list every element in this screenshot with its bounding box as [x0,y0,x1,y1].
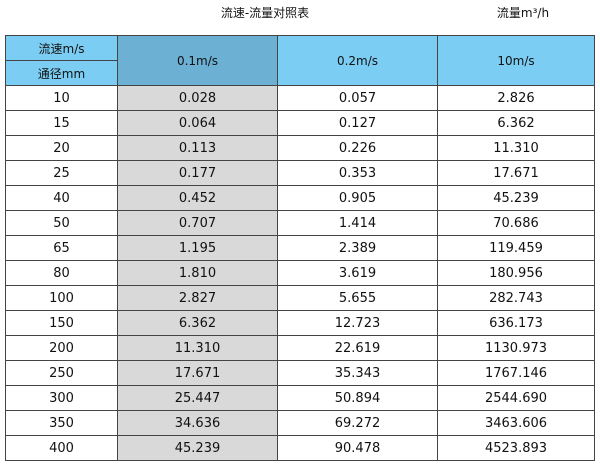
flow-cell: 119.459 [437,235,595,261]
flow-cell: 35.343 [277,360,438,386]
diameter-cell: 10 [5,85,118,111]
flow-cell: 1.195 [117,235,278,261]
flow-cell: 69.272 [277,410,438,436]
flow-cell: 1767.146 [437,360,595,386]
flow-cell: 3.619 [277,260,438,286]
column-header[interactable]: 0.2m/s [277,35,438,86]
flow-cell: 2544.690 [437,385,595,411]
diameter-header: 通径mm [5,60,118,86]
table-row: 15 0.064 0.127 6.362 [5,110,595,136]
table-row: 25 0.177 0.353 17.671 [5,160,595,186]
flow-cell: 0.127 [277,110,438,136]
flow-cell: 1.414 [277,210,438,236]
table-row: 20 0.113 0.226 11.310 [5,135,595,161]
table-row: 150 6.362 12.723 636.173 [5,310,595,336]
diameter-cell: 80 [5,260,118,286]
table-row: 300 25.447 50.894 2544.690 [5,385,595,411]
table-row: 50 0.707 1.414 70.686 [5,210,595,236]
flow-cell: 0.226 [277,135,438,161]
diameter-cell: 40 [5,185,118,211]
diameter-cell: 400 [5,435,118,461]
table-row: 100 2.827 5.655 282.743 [5,285,595,311]
table-row: 40 0.452 0.905 45.239 [5,185,595,211]
flow-cell: 1.810 [117,260,278,286]
flow-cell: 12.723 [277,310,438,336]
velocity-header: 流速m/s [5,35,118,61]
unit-label: 流量m³/h [496,6,550,20]
flow-cell: 282.743 [437,285,595,311]
flow-cell: 50.894 [277,385,438,411]
diameter-cell: 25 [5,160,118,186]
flow-cell: 45.239 [437,185,595,211]
flow-cell: 0.177 [117,160,278,186]
diameter-cell: 20 [5,135,118,161]
flow-cell: 90.478 [277,435,438,461]
flow-cell: 0.028 [117,85,278,111]
flow-cell: 2.827 [117,285,278,311]
table-row: 200 11.310 22.619 1130.973 [5,335,595,361]
flow-cell: 11.310 [117,335,278,361]
flow-cell: 2.389 [277,235,438,261]
flow-cell: 4523.893 [437,435,595,461]
column-header[interactable]: 10m/s [437,35,595,86]
flow-table: 流速m/s 0.1m/s 0.2m/s 10m/s 通径mm 10 0.028 0.… [5,35,595,461]
flow-cell: 0.113 [117,135,278,161]
table-row: 350 34.636 69.272 3463.606 [5,410,595,436]
flow-cell: 0.057 [277,85,438,111]
diameter-cell: 250 [5,360,118,386]
flow-cell: 0.452 [117,185,278,211]
flow-cell: 34.636 [117,410,278,436]
flow-cell: 17.671 [117,360,278,386]
diameter-cell: 150 [5,310,118,336]
flow-cell: 25.447 [117,385,278,411]
diameter-cell: 50 [5,210,118,236]
flow-cell: 45.239 [117,435,278,461]
flow-cell: 11.310 [437,135,595,161]
flow-cell: 22.619 [277,335,438,361]
table-title: 流速-流量对照表 [220,6,310,20]
table-row: 400 45.239 90.478 4523.893 [5,435,595,461]
flow-cell: 180.956 [437,260,595,286]
table-row: 10 0.028 0.057 2.826 [5,85,595,111]
diameter-cell: 15 [5,110,118,136]
flow-cell: 0.353 [277,160,438,186]
diameter-cell: 65 [5,235,118,261]
flow-cell: 1130.973 [437,335,595,361]
table-row: 80 1.810 3.619 180.956 [5,260,595,286]
flow-cell: 6.362 [117,310,278,336]
diameter-cell: 350 [5,410,118,436]
flow-cell: 3463.606 [437,410,595,436]
flow-cell: 0.707 [117,210,278,236]
flow-cell: 2.826 [437,85,595,111]
table-row: 250 17.671 35.343 1767.146 [5,360,595,386]
flow-cell: 6.362 [437,110,595,136]
column-header[interactable]: 0.1m/s [117,35,278,86]
table-row: 65 1.195 2.389 119.459 [5,235,595,261]
diameter-cell: 200 [5,335,118,361]
flow-cell: 0.905 [277,185,438,211]
flow-cell: 5.655 [277,285,438,311]
flow-cell: 636.173 [437,310,595,336]
flow-cell: 70.686 [437,210,595,236]
flow-cell: 17.671 [437,160,595,186]
diameter-cell: 100 [5,285,118,311]
diameter-cell: 300 [5,385,118,411]
flow-cell: 0.064 [117,110,278,136]
